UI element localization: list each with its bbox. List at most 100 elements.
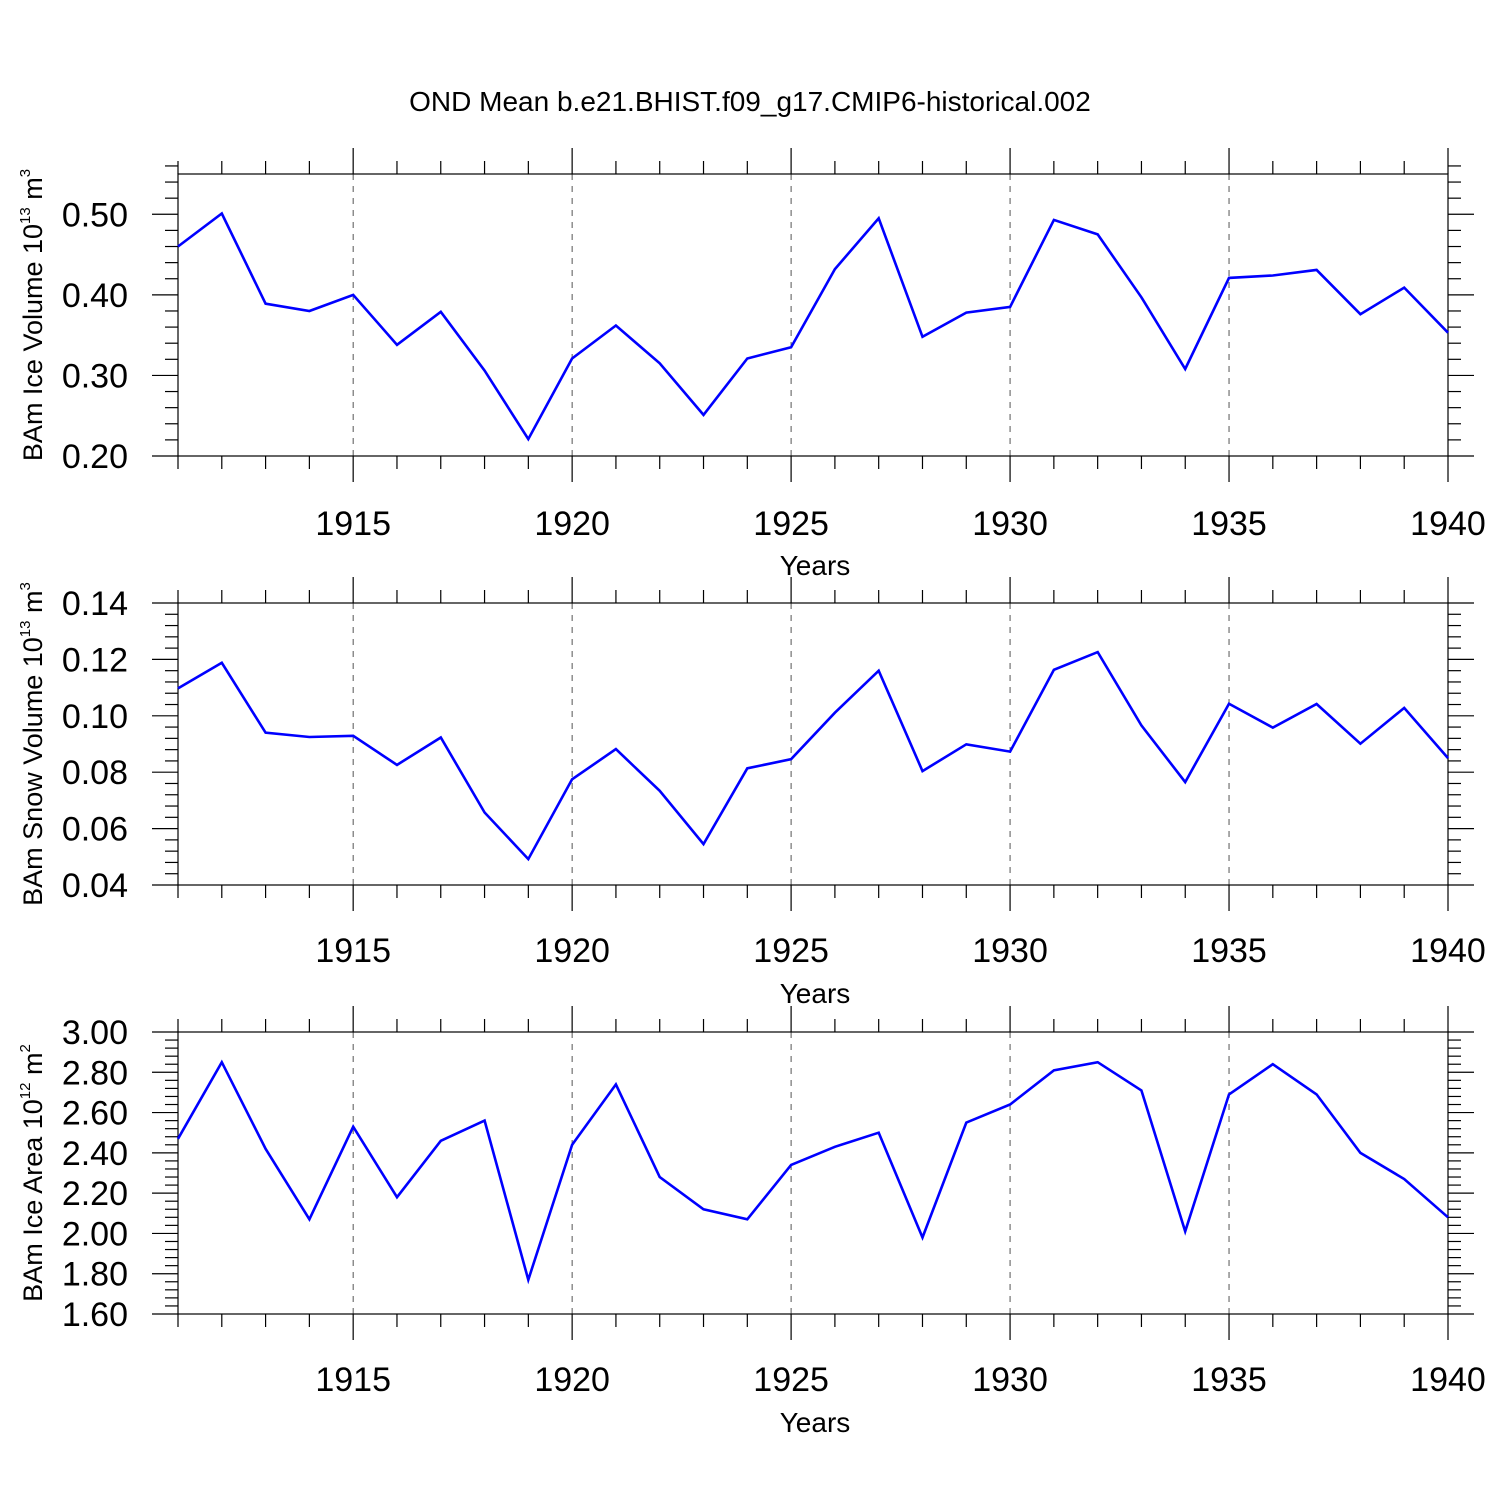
- data-point: [483, 811, 487, 815]
- data-point: [702, 1207, 706, 1211]
- y-axis-title: BAm Snow Volume 1013 m3: [17, 582, 48, 906]
- y-axis-title-main: BAm Ice Volume 10: [18, 224, 48, 461]
- data-point: [789, 1163, 793, 1167]
- data-point: [920, 769, 924, 773]
- x-tick-label: 1920: [534, 505, 610, 543]
- data-point: [1052, 218, 1056, 222]
- data-point: [1315, 268, 1319, 272]
- x-tick-label: 1915: [315, 505, 391, 543]
- y-tick-label: 0.10: [62, 698, 128, 736]
- data-point: [220, 211, 224, 215]
- data-point: [1096, 1060, 1100, 1064]
- data-point: [1096, 650, 1100, 654]
- x-tick-label: 1925: [753, 932, 829, 970]
- data-point: [1096, 232, 1100, 236]
- x-tick-label: 1930: [972, 932, 1048, 970]
- x-tick-label: 1940: [1410, 932, 1486, 970]
- data-point: [1358, 1151, 1362, 1155]
- data-point: [1052, 668, 1056, 672]
- data-point: [307, 1217, 311, 1221]
- y-tick-label: 0.12: [62, 641, 128, 679]
- data-point: [702, 413, 706, 417]
- data-point: [614, 323, 618, 327]
- data-point: [526, 1278, 530, 1282]
- data-point: [1271, 274, 1275, 278]
- y-axis-title-unit-exp: 3: [17, 169, 34, 177]
- data-point: [1227, 1092, 1231, 1096]
- data-point: [964, 742, 968, 746]
- figure-title: OND Mean b.e21.BHIST.f09_g17.CMIP6-histo…: [409, 86, 1091, 117]
- y-tick-label: 0.20: [62, 438, 128, 476]
- data-point: [526, 857, 530, 861]
- y-axis-title: BAm Ice Volume 1013 m3: [17, 169, 48, 461]
- data-point: [614, 1082, 618, 1086]
- data-point: [614, 747, 618, 751]
- data-point: [395, 763, 399, 767]
- data-point: [307, 309, 311, 313]
- data-point: [658, 361, 662, 365]
- y-axis-title-main: BAm Snow Volume 10: [18, 637, 48, 906]
- data-point: [351, 734, 355, 738]
- data-point: [1139, 295, 1143, 299]
- y-tick-label: 2.60: [62, 1095, 128, 1133]
- data-point: [1315, 1092, 1319, 1096]
- y-tick-label: 2.80: [62, 1054, 128, 1092]
- data-point: [439, 736, 443, 740]
- x-tick-label: 1930: [972, 505, 1048, 543]
- data-point: [1446, 331, 1450, 335]
- data-point: [395, 1195, 399, 1199]
- x-axis-title: Years: [780, 1407, 851, 1438]
- data-point: [1271, 1062, 1275, 1066]
- y-tick-label: 0.04: [62, 867, 128, 905]
- panel-3: 1915 1920 1925 1930 1935 1940 1.601.802.002.20…: [17, 1006, 1486, 1438]
- y-axis-title-unit-exp: 3: [17, 582, 34, 590]
- data-point: [351, 293, 355, 297]
- data-point: [264, 302, 268, 306]
- data-point: [833, 1145, 837, 1149]
- y-axis-title: BAm Ice Area 1012 m2: [17, 1044, 48, 1302]
- data-point: [570, 357, 574, 361]
- y-tick-label: 3.00: [62, 1014, 128, 1052]
- y-tick-label: 2.40: [62, 1135, 128, 1173]
- data-point: [658, 789, 662, 793]
- data-point: [570, 1143, 574, 1147]
- y-tick-label: 0.40: [62, 277, 128, 315]
- data-point: [1358, 742, 1362, 746]
- data-point: [1227, 276, 1231, 280]
- x-tick-label: 1920: [534, 932, 610, 970]
- data-point: [439, 1139, 443, 1143]
- data-point: [220, 661, 224, 665]
- data-point: [1446, 756, 1450, 760]
- data-point: [1008, 1103, 1012, 1107]
- x-tick-label: 1935: [1191, 505, 1267, 543]
- panel-1: 1915 1920 1925 1930 1935 1940 0.20 0.30 0.40 0.50…: [17, 148, 1486, 581]
- data-point: [526, 437, 530, 441]
- data-point: [1183, 1229, 1187, 1233]
- data-point: [176, 245, 180, 249]
- data-point: [964, 1121, 968, 1125]
- x-tick-label: 1935: [1191, 932, 1267, 970]
- plot-frame: [177, 1031, 1449, 1315]
- data-point: [307, 735, 311, 739]
- data-point: [1052, 1068, 1056, 1072]
- data-point: [1446, 1215, 1450, 1219]
- x-tick-label: 1915: [315, 1361, 391, 1399]
- y-tick-label: 0.50: [62, 196, 128, 234]
- x-tick-label: 1925: [753, 1361, 829, 1399]
- data-point: [1139, 723, 1143, 727]
- data-point: [789, 757, 793, 761]
- data-point: [745, 1217, 749, 1221]
- y-tick-label: 0.30: [62, 357, 128, 395]
- data-point: [176, 1137, 180, 1141]
- y-axis-title-unit: m: [18, 1053, 48, 1083]
- x-axis-title: Years: [780, 978, 851, 1009]
- data-point: [1139, 1088, 1143, 1092]
- data-point: [877, 669, 881, 673]
- data-point: [877, 216, 881, 220]
- data-point: [351, 1125, 355, 1129]
- x-tick-label: 1925: [753, 505, 829, 543]
- data-point: [964, 311, 968, 315]
- y-tick-label: 2.00: [62, 1215, 128, 1253]
- data-point: [920, 1235, 924, 1239]
- x-tick-label: 1930: [972, 1361, 1048, 1399]
